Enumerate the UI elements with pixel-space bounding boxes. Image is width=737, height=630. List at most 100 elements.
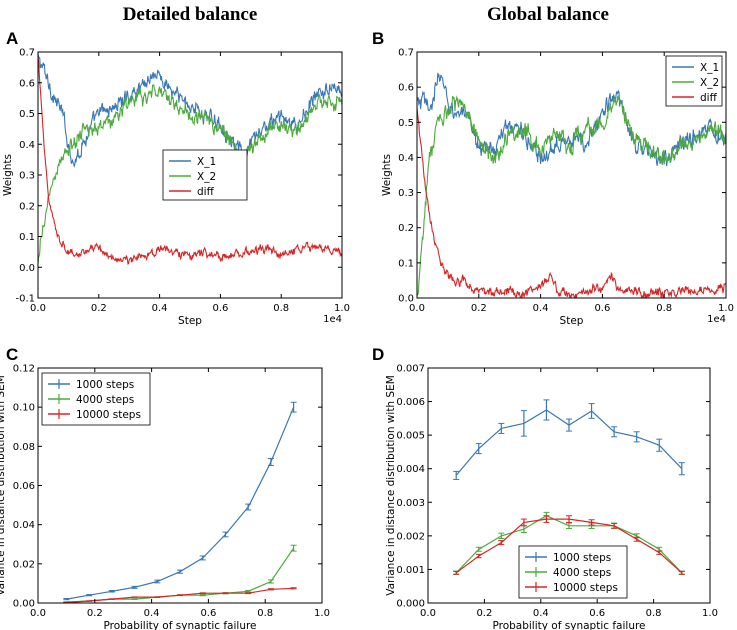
- legend-label-4000-steps: 4000 steps: [76, 394, 134, 406]
- y-tick-label: 0.10: [13, 403, 35, 414]
- y-tick-label: -0.1: [15, 294, 35, 305]
- x-multiplier-label: 1e4: [323, 314, 342, 325]
- series-line-diff: [38, 56, 342, 265]
- plot-area: [417, 72, 726, 298]
- y-tick-label: 0.002: [396, 531, 425, 542]
- panel-letter-d: D: [372, 345, 384, 364]
- series-line-x-2: [38, 83, 342, 264]
- legend-label-x-1: X_1: [197, 156, 216, 168]
- y-tick-label: 0.006: [396, 397, 425, 408]
- x-tick-label: 1.0: [334, 303, 350, 314]
- legend-label-x-1: X_1: [700, 62, 719, 74]
- legend-label-10000-steps: 10000 steps: [553, 582, 618, 594]
- x-tick-label: 0.2: [471, 303, 487, 314]
- y-tick-label: 0.08: [13, 442, 35, 453]
- x-tick-label: 0.8: [646, 608, 662, 619]
- y-tick-label: 0.5: [398, 118, 414, 129]
- x-tick-label: 1.0: [702, 608, 718, 619]
- y-tick-label: 0.003: [396, 498, 425, 509]
- y-tick-label: 0.1: [19, 232, 35, 243]
- y-tick-label: 0.2: [398, 223, 414, 234]
- series-line-x-2: [417, 95, 726, 296]
- panel-letter-a: A: [6, 29, 18, 48]
- y-tick-label: 0.02: [13, 559, 35, 570]
- panels: A0.0 0.2 0.4 0.6 0.8 1.0-0.10.00.10.20.30.40.…: [0, 29, 734, 630]
- panel-letter-b: B: [372, 29, 384, 48]
- x-tick-label: 0.8: [257, 608, 273, 619]
- axes-frame: [427, 367, 711, 604]
- y-tick-label: 0.6: [19, 78, 35, 89]
- legend-label-1000-steps: 1000 steps: [76, 379, 134, 391]
- title-global-balance: Global balance: [487, 4, 609, 25]
- x-tick-label: 0.8: [656, 303, 672, 314]
- x-tick-label: 0.0: [30, 608, 46, 619]
- y-tick-label: 0.00: [13, 599, 35, 610]
- legend: 1000 steps 4000 steps 10000 steps: [41, 372, 151, 426]
- legend: 1000 steps 4000 steps 10000 steps: [518, 545, 628, 599]
- axes-frame: [416, 51, 727, 299]
- y-tick-label: 0.06: [13, 481, 35, 492]
- x-multiplier-label: 1e4: [707, 314, 726, 325]
- y-tick-label: 0.007: [396, 364, 425, 375]
- legend-label-10000-steps: 10000 steps: [76, 409, 141, 421]
- legend-box: [162, 149, 248, 201]
- y-tick-label: 0.12: [13, 364, 35, 375]
- y-tick-label: 0.3: [19, 171, 35, 182]
- plot-area: [63, 401, 297, 603]
- x-axis-label: Probability of synaptic failure: [492, 620, 645, 630]
- y-tick-label: 0.04: [13, 520, 35, 531]
- y-axis-label: Weights: [381, 154, 393, 196]
- x-tick-label: 1.0: [314, 608, 330, 619]
- y-axis-label: Variance in distance distribution with S…: [0, 375, 7, 596]
- x-tick-label: 0.6: [589, 608, 605, 619]
- legend-label-x-2: X_2: [700, 77, 719, 89]
- x-axis-label: Step: [178, 315, 202, 327]
- x-tick-label: 0.2: [476, 608, 492, 619]
- y-tick-label: 0.1: [398, 258, 414, 269]
- y-tick-label: 0.3: [398, 188, 414, 199]
- legend-label-1000-steps: 1000 steps: [553, 552, 611, 564]
- plot-area: [453, 399, 685, 575]
- legend-label-4000-steps: 4000 steps: [553, 567, 611, 579]
- x-tick-label: 0.2: [91, 303, 107, 314]
- series-line-diff: [417, 107, 726, 298]
- y-tick-label: 0.6: [398, 83, 414, 94]
- y-tick-label: 0.5: [19, 109, 35, 120]
- x-tick-label: 0.6: [200, 608, 216, 619]
- y-tick-label: 0.000: [396, 599, 425, 610]
- x-tick-label: 0.0: [420, 608, 436, 619]
- y-axis-label: Weights: [2, 154, 14, 196]
- x-axis-label: Step: [560, 315, 584, 327]
- y-tick-label: 0.4: [398, 153, 414, 164]
- panel-b: B 0.0 0.2 0.4 0.6 0.8 1.0 0.0 0.1 0.2 0.3 0.4 0.5 0.6…: [372, 29, 734, 327]
- y-tick-label: 0.7: [398, 48, 414, 59]
- y-tick-label: 0.4: [19, 140, 35, 151]
- y-tick-label: 0.0: [398, 294, 414, 305]
- x-tick-label: 0.0: [409, 303, 425, 314]
- y-tick-label: 0.7: [19, 48, 35, 59]
- y-tick-label: 0.0: [19, 263, 35, 274]
- y-axis-label: Variance in distance distribution with S…: [385, 375, 397, 596]
- panel-letter-c: C: [6, 345, 18, 364]
- x-tick-label: 0.4: [152, 303, 168, 314]
- x-tick-label: 0.0: [30, 303, 46, 314]
- plot-area: [38, 53, 342, 265]
- y-tick-label: 0.004: [396, 464, 425, 475]
- x-tick-label: 0.4: [533, 303, 549, 314]
- x-tick-label: 1.0: [718, 303, 734, 314]
- panel-c: C 0.0 0.2 0.4 0.6 0.8 1.0 0.00 0.02 0.04 0.06 0.08 0…: [0, 345, 330, 630]
- x-tick-label: 0.2: [87, 608, 103, 619]
- x-tick-label: 0.8: [273, 303, 289, 314]
- panel-a: A0.0 0.2 0.4 0.6 0.8 1.0-0.10.00.10.20.30.40.…: [2, 29, 350, 327]
- series-line-4000-steps: [66, 547, 295, 603]
- legend-label-x-2: X_2: [197, 171, 216, 183]
- x-tick-label: 0.6: [594, 303, 610, 314]
- x-tick-label: 0.4: [533, 608, 549, 619]
- y-tick-label: 0.001: [396, 565, 425, 576]
- legend-label-diff: diff: [700, 92, 718, 104]
- series-line-x-1: [38, 53, 342, 168]
- x-tick-label: 0.6: [212, 303, 228, 314]
